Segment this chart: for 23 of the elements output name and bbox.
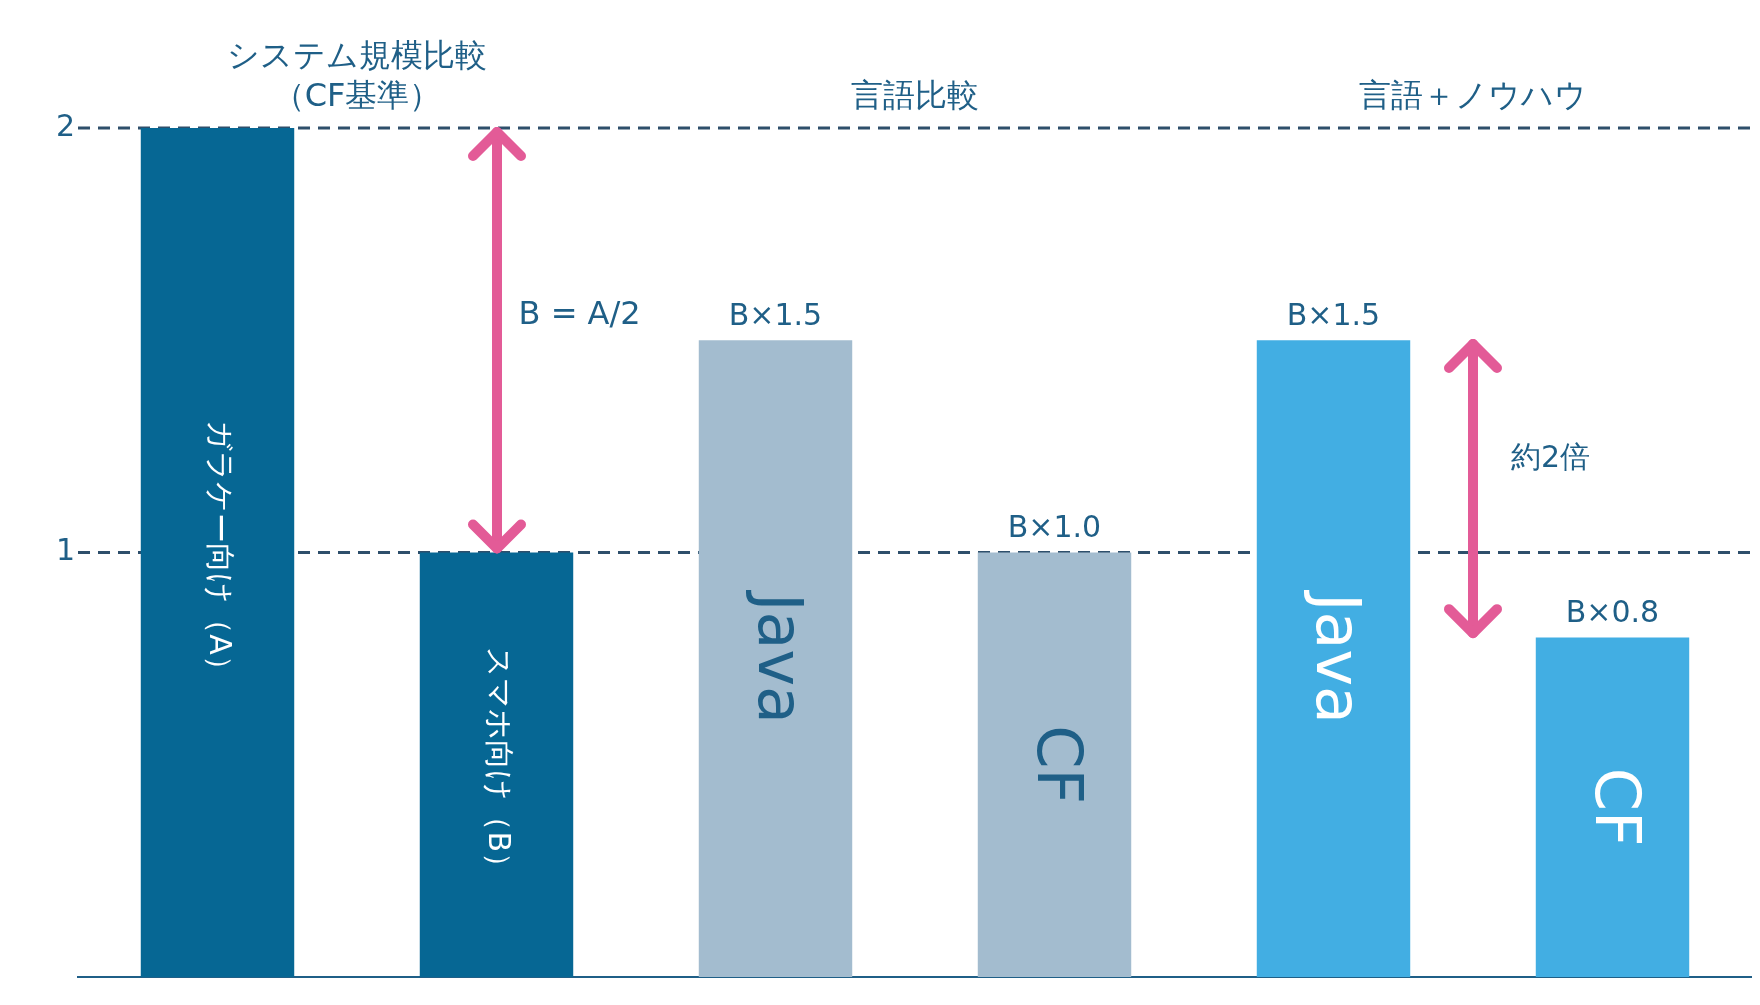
data-label: B×0.8	[1565, 594, 1660, 630]
data-label: B×1.0	[1007, 509, 1102, 545]
x-tick-label: CF	[1023, 725, 1097, 805]
bar	[698, 340, 853, 977]
text: 言語＋ノウハウ	[1359, 76, 1587, 115]
bar	[1256, 340, 1411, 977]
x-tick-label: Java	[744, 589, 818, 725]
annotation: B = A/2	[518, 293, 641, 332]
data-label: B×1.5	[1286, 297, 1381, 333]
bar	[419, 552, 574, 977]
bar	[140, 128, 295, 977]
text: 言語比較	[851, 76, 979, 115]
x-tick-label: Java	[1302, 589, 1376, 725]
x-tick-label: スマホ向け（B）	[481, 647, 517, 883]
annotation: 約2倍	[1511, 438, 1591, 474]
data-label: B×1.5	[728, 297, 823, 333]
bar	[1535, 637, 1690, 977]
y-tick-label: 1	[55, 532, 75, 568]
bar	[977, 552, 1132, 977]
y-tick-label: 2	[55, 107, 75, 143]
text: システム規模比較（CF基準）	[227, 36, 487, 115]
x-tick-label: ガラケー向け（A）	[202, 420, 238, 685]
x-tick-label: CF	[1581, 767, 1655, 847]
